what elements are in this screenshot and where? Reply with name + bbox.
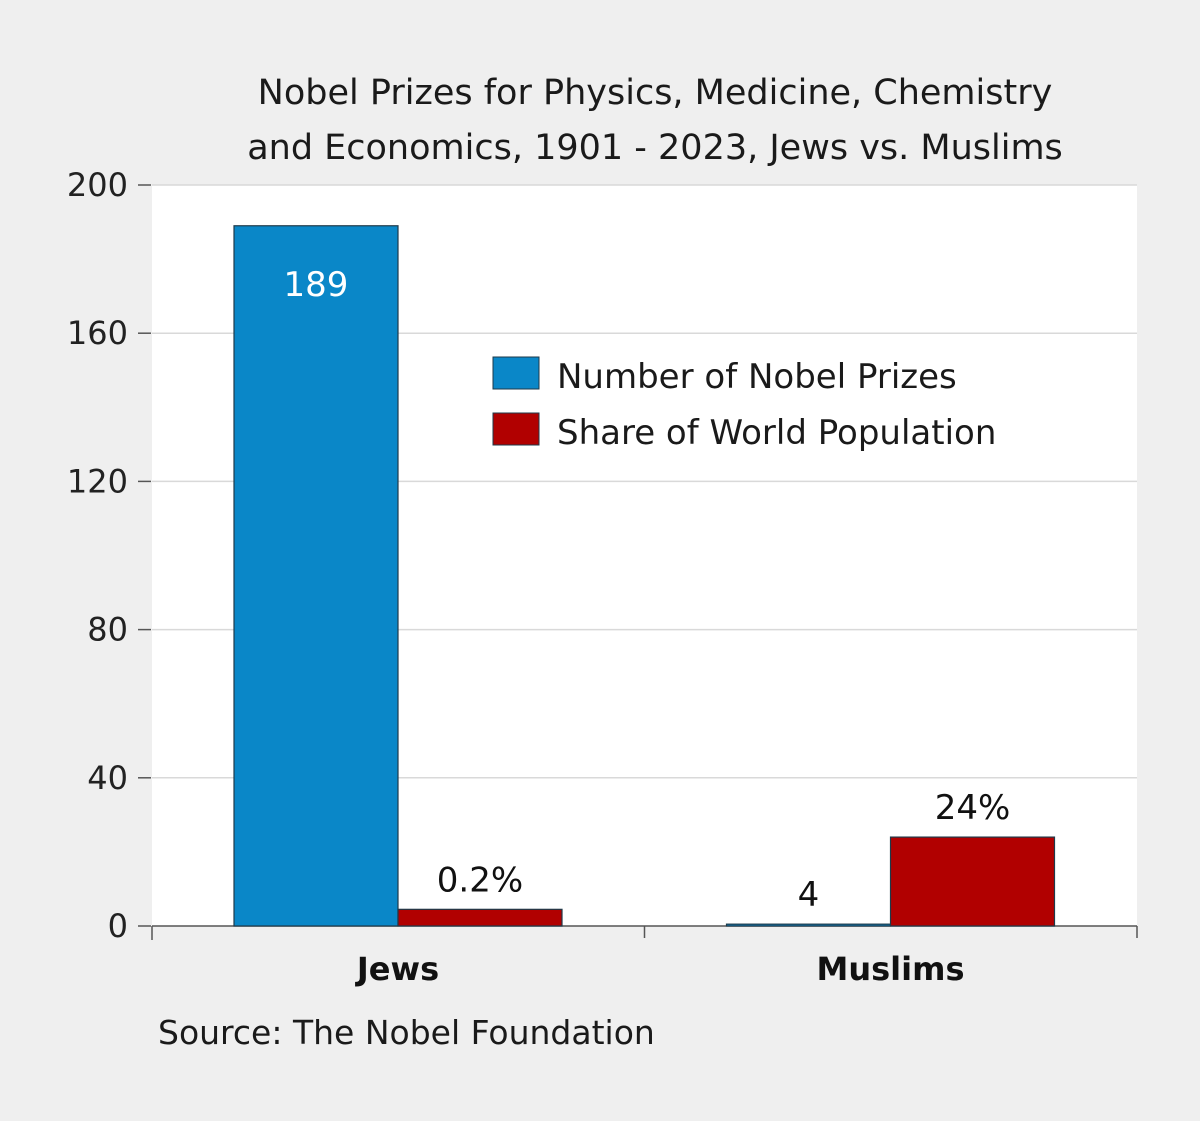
axes: 0 40 80 120 160 200 Jews Muslims [67,166,1138,988]
legend-label-prizes: Number of Nobel Prizes [557,357,957,397]
bars [233,225,1056,927]
bar-muslims-prizes [725,923,892,927]
data-label-jews-prizes: 189 [284,265,349,305]
legend-swatch-prizes [492,356,540,390]
bar-jews-prizes [233,225,399,927]
x-category-jews: Jews [355,950,439,988]
bar-jews-population [397,908,563,927]
legend-swatch-population [492,412,540,446]
source-note: Source: The Nobel Foundation [158,1013,655,1052]
data-labels: 189 0.2% 4 24% [284,265,1011,915]
legend: Number of Nobel Prizes Share of World Pop… [492,356,996,453]
chart-title-line-1: Nobel Prizes for Physics, Medicine, Chem… [258,73,1053,113]
y-tick-label-80: 80 [87,611,128,649]
y-tick-label-0: 0 [108,907,128,945]
y-tick-label-40: 40 [87,759,128,797]
bar-muslims-population [889,836,1056,927]
y-tick-label-200: 200 [67,166,128,204]
legend-label-population: Share of World Population [557,413,996,453]
x-category-muslims: Muslims [817,950,965,988]
data-label-muslims-population: 24% [935,788,1011,828]
chart-title-line-2: and Economics, 1901 - 2023, Jews vs. Mus… [247,128,1063,168]
data-label-jews-population: 0.2% [437,860,523,900]
y-tick-label-160: 160 [67,314,128,352]
data-label-muslims-prizes: 4 [798,875,820,915]
y-tick-label-120: 120 [67,462,128,500]
